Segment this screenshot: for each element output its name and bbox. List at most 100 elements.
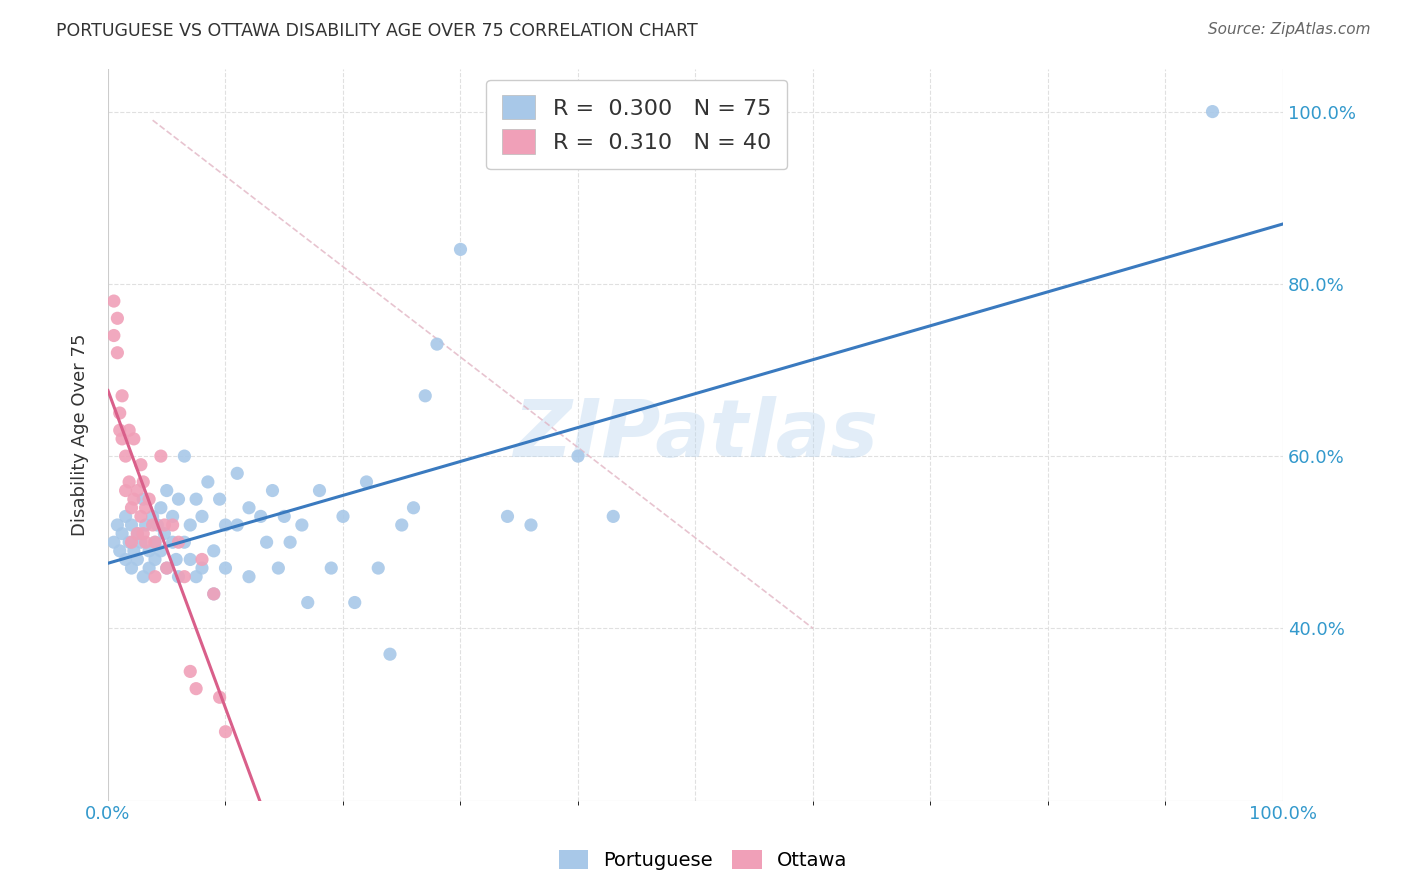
Point [121, 535, 143, 549]
Point [143, 535, 166, 549]
Point [226, 467, 249, 481]
Point [197, 475, 219, 489]
Point [413, 389, 436, 403]
Point [343, 595, 366, 609]
Point [122, 492, 145, 507]
Point [103, 328, 125, 343]
Point [118, 475, 141, 489]
Point [105, 345, 128, 359]
Point [1201, 104, 1223, 119]
Point [111, 526, 134, 541]
Point [111, 432, 134, 446]
Text: PORTUGUESE VS OTTAWA DISABILITY AGE OVER 75 CORRELATION CHART: PORTUGUESE VS OTTAWA DISABILITY AGE OVER… [56, 22, 697, 40]
Point [105, 518, 128, 533]
Point [567, 449, 589, 463]
Point [273, 509, 295, 524]
Point [278, 535, 301, 549]
Point [135, 500, 157, 515]
Point [226, 518, 249, 533]
Point [105, 311, 128, 326]
Point [142, 509, 165, 524]
Point [132, 570, 155, 584]
Point [165, 552, 187, 566]
Point [122, 432, 145, 446]
Point [162, 518, 184, 533]
Point [114, 483, 136, 498]
Point [135, 518, 157, 533]
Point [238, 570, 260, 584]
Point [378, 647, 401, 661]
Point [129, 509, 152, 524]
Point [214, 561, 236, 575]
Point [127, 526, 149, 541]
Point [143, 552, 166, 566]
Point [103, 535, 125, 549]
Point [108, 544, 131, 558]
Point [179, 552, 201, 566]
Point [602, 509, 624, 524]
Point [135, 535, 157, 549]
Point [114, 552, 136, 566]
Point [214, 724, 236, 739]
Point [127, 552, 149, 566]
Point [108, 406, 131, 420]
Point [202, 544, 225, 558]
Point [291, 518, 314, 533]
Point [297, 595, 319, 609]
Point [184, 570, 207, 584]
Point [162, 535, 184, 549]
Point [267, 561, 290, 575]
Point [191, 509, 214, 524]
Point [138, 561, 160, 575]
Point [426, 337, 449, 351]
Point [143, 570, 166, 584]
Point [308, 483, 330, 498]
Point [108, 423, 131, 437]
Point [153, 518, 176, 533]
Point [103, 294, 125, 309]
Text: ZIPatlas: ZIPatlas [513, 395, 877, 474]
Point [173, 535, 195, 549]
Point [179, 518, 201, 533]
Legend: R =  0.300   N = 75, R =  0.310   N = 40: R = 0.300 N = 75, R = 0.310 N = 40 [486, 79, 787, 169]
Point [332, 509, 354, 524]
Point [202, 587, 225, 601]
Point [114, 509, 136, 524]
Point [321, 561, 343, 575]
Point [202, 587, 225, 601]
Point [450, 243, 472, 257]
Point [149, 544, 172, 558]
Point [143, 535, 166, 549]
Point [214, 518, 236, 533]
Legend: Portuguese, Ottawa: Portuguese, Ottawa [551, 842, 855, 878]
Point [167, 535, 190, 549]
Point [138, 492, 160, 507]
Point [391, 518, 413, 533]
Point [142, 518, 165, 533]
Point [127, 483, 149, 498]
Point [121, 561, 143, 575]
Point [118, 423, 141, 437]
Point [184, 681, 207, 696]
Point [114, 449, 136, 463]
Point [367, 561, 389, 575]
Point [179, 665, 201, 679]
Y-axis label: Disability Age Over 75: Disability Age Over 75 [72, 334, 89, 536]
Point [191, 561, 214, 575]
Point [167, 492, 190, 507]
Point [132, 526, 155, 541]
Point [121, 500, 143, 515]
Point [156, 483, 179, 498]
Point [127, 526, 149, 541]
Point [173, 449, 195, 463]
Point [208, 690, 231, 705]
Point [184, 492, 207, 507]
Point [262, 483, 284, 498]
Point [208, 492, 231, 507]
Point [149, 500, 172, 515]
Point [118, 535, 141, 549]
Point [138, 544, 160, 558]
Point [129, 458, 152, 472]
Point [520, 518, 543, 533]
Point [132, 492, 155, 507]
